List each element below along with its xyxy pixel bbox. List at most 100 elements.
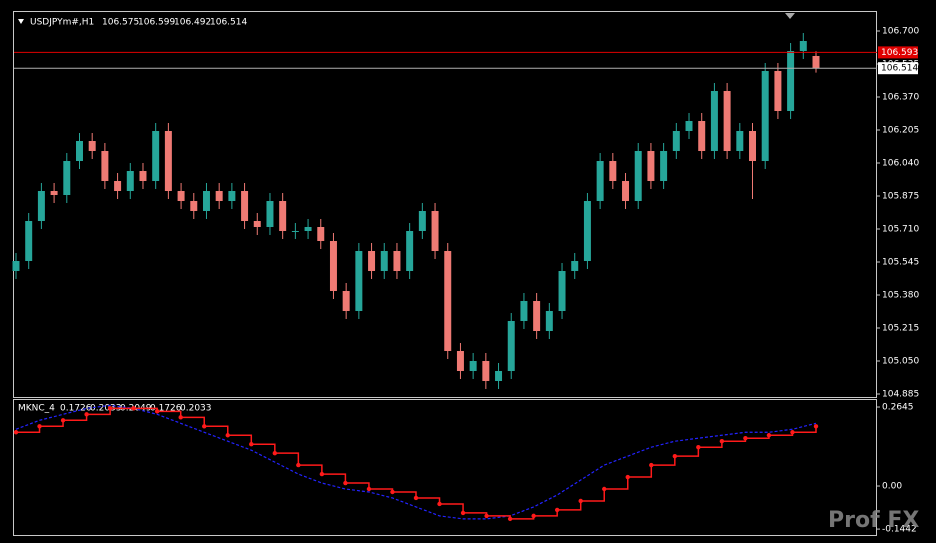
candle-body bbox=[545, 311, 553, 331]
candle-body bbox=[37, 191, 45, 221]
candle-body bbox=[723, 91, 731, 151]
indicator-signal-dot bbox=[484, 513, 489, 519]
indicator-signal-dot bbox=[507, 516, 513, 522]
candle-body bbox=[609, 161, 617, 181]
candle-body bbox=[368, 251, 376, 271]
header-high: 106.599 bbox=[138, 18, 175, 28]
header-close: 106.514 bbox=[210, 18, 247, 28]
indicator-signal-dot bbox=[790, 430, 795, 435]
bid-label-box bbox=[878, 62, 918, 75]
watermark: Prof FX bbox=[828, 508, 919, 533]
candle-body bbox=[583, 201, 591, 261]
candle-body bbox=[380, 251, 388, 271]
candle-body bbox=[190, 201, 198, 211]
candle-body bbox=[431, 211, 439, 251]
candle-body bbox=[685, 121, 693, 131]
candle-body bbox=[736, 131, 744, 151]
y-tick-label: 106.370 bbox=[882, 93, 919, 103]
candle-body bbox=[482, 361, 490, 381]
indicator-signal-dot bbox=[813, 424, 819, 429]
candle-body bbox=[88, 141, 96, 151]
indicator-panel-frame bbox=[13, 399, 877, 536]
y-tick-label: 105.050 bbox=[882, 357, 919, 367]
indicator-signal-dot bbox=[202, 424, 207, 429]
indicator-signal-dot bbox=[225, 433, 230, 438]
candle-body bbox=[126, 171, 134, 191]
candle-body bbox=[279, 201, 287, 231]
indicator-signal-dot bbox=[272, 450, 278, 456]
header-open: 106.575 bbox=[102, 18, 139, 28]
indicator-signal-dot bbox=[460, 510, 466, 516]
candle-body bbox=[228, 191, 236, 201]
candle-body bbox=[317, 227, 325, 241]
candle-body bbox=[355, 251, 363, 311]
candle-body bbox=[596, 161, 604, 201]
candle-body bbox=[164, 131, 172, 191]
candle-body bbox=[710, 91, 718, 151]
indicator-y-tick-label: 0.2645 bbox=[882, 403, 914, 413]
candle-body bbox=[177, 191, 185, 201]
y-tick-label: 104.885 bbox=[882, 390, 919, 400]
y-tick-label: 106.700 bbox=[882, 27, 919, 37]
candle-body bbox=[266, 201, 274, 227]
indicator-signal-dot bbox=[319, 471, 325, 477]
ask-label: 106.593 bbox=[881, 48, 918, 58]
bid-label: 106.514 bbox=[881, 64, 918, 74]
candle-body bbox=[698, 121, 706, 151]
y-tick-label: 105.710 bbox=[882, 225, 919, 235]
indicator-value: 0.1726 bbox=[60, 404, 92, 414]
candle-body bbox=[444, 251, 452, 351]
candle-body bbox=[774, 71, 782, 111]
candle-body bbox=[533, 301, 541, 331]
indicator-signal-dot bbox=[531, 513, 536, 519]
indicator-signal-dot bbox=[154, 409, 160, 414]
y-tick-label: 106.040 bbox=[882, 159, 919, 169]
indicator-signal-dot bbox=[437, 501, 442, 507]
indicator-signal-dot bbox=[107, 406, 113, 411]
indicator-y-tick-label: -0.1442 bbox=[882, 525, 917, 535]
indicator-signal-dot bbox=[719, 439, 725, 444]
candle-body bbox=[647, 151, 655, 181]
y-tick-label: 105.215 bbox=[882, 324, 919, 334]
candle-body bbox=[507, 321, 515, 371]
indicator-signal-dot bbox=[13, 430, 19, 435]
y-tick-label: 106.205 bbox=[882, 126, 919, 136]
candle-body bbox=[812, 56, 820, 69]
indicator-value: 0.1726 bbox=[150, 404, 182, 414]
candle-body bbox=[672, 131, 680, 151]
indicator-signal-dot bbox=[390, 489, 395, 495]
ask-label-box bbox=[878, 46, 918, 59]
indicator-signal-dot bbox=[343, 480, 348, 486]
candle-body bbox=[139, 171, 147, 181]
indicator-signal-dot bbox=[131, 406, 136, 411]
candle-body bbox=[406, 231, 414, 271]
candle-body bbox=[660, 151, 668, 181]
indicator-line bbox=[15, 404, 817, 520]
indicator-value: 0.2033 bbox=[90, 404, 122, 414]
indicator-value: 0.2033 bbox=[180, 404, 212, 414]
candle-body bbox=[418, 211, 426, 231]
y-tick-label: 105.380 bbox=[882, 291, 919, 301]
indicator-signal-dot bbox=[602, 486, 607, 492]
candle-body bbox=[329, 241, 337, 291]
candle-body bbox=[63, 161, 71, 195]
indicator-signal-dot bbox=[178, 415, 183, 420]
candle-body bbox=[76, 141, 83, 161]
candle-body bbox=[342, 291, 350, 311]
indicator-signal-dot bbox=[625, 474, 630, 480]
indicator-signal-dot bbox=[672, 453, 678, 459]
candle-body bbox=[101, 151, 109, 181]
indicator-signal-dot bbox=[578, 498, 583, 504]
indicator-signal-dot bbox=[249, 442, 254, 447]
candle-body bbox=[634, 151, 642, 201]
indicator-signal-dot bbox=[60, 418, 66, 423]
candle-body bbox=[50, 191, 58, 195]
symbol: USDJPYm#,H1 bbox=[30, 18, 94, 28]
candle-body bbox=[152, 131, 160, 181]
candle-body bbox=[787, 51, 795, 111]
indicator-signal-dot bbox=[743, 436, 748, 441]
candle-body bbox=[558, 271, 566, 311]
candle-body bbox=[456, 351, 464, 371]
